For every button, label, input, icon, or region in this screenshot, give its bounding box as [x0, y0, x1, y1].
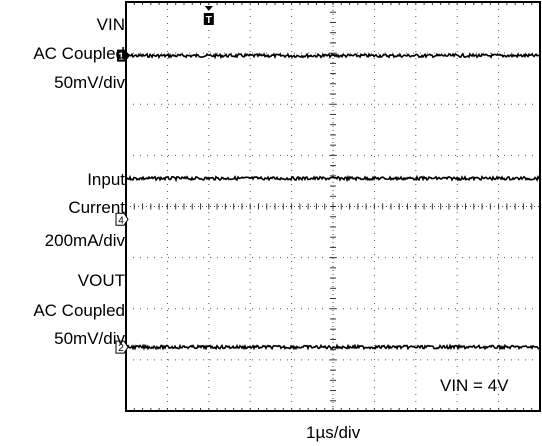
- trigger-arrow-icon: [204, 6, 213, 11]
- ch4-label-line-1: Input: [87, 170, 125, 189]
- trigger-marker-text: T: [206, 15, 212, 26]
- vin-annotation: VIN = 4V: [440, 376, 509, 395]
- channel-marker-2: [115, 340, 129, 354]
- channel-marker-1: [117, 49, 130, 62]
- trace-4: [125, 174, 541, 183]
- ch4-label-line-3: 200mA/div: [44, 231, 125, 250]
- channel-marker-text: 4: [118, 215, 124, 226]
- channel-marker-text: 1: [118, 52, 124, 63]
- channel-marker-text: 2: [118, 343, 124, 354]
- ch2-label-line-3: 50mV/div: [54, 329, 125, 348]
- trigger-marker-icon: [203, 13, 214, 25]
- x-axis-label: 1µs/div: [306, 423, 361, 442]
- trace-2: [125, 343, 541, 351]
- ch1-label-line-3: 50mV/div: [54, 73, 125, 92]
- ch2-label-line-2: AC Coupled: [33, 301, 125, 320]
- channel-marker-4: [115, 212, 129, 226]
- ch1-label-line-2: AC Coupled: [33, 44, 125, 63]
- ch2-label-line-1: VOUT: [77, 271, 125, 290]
- trace-1: [125, 52, 541, 60]
- ch4-label-line-2: Current: [68, 198, 125, 217]
- plot-border: [125, 1, 541, 412]
- ch1-label-line-1: VIN: [96, 15, 125, 34]
